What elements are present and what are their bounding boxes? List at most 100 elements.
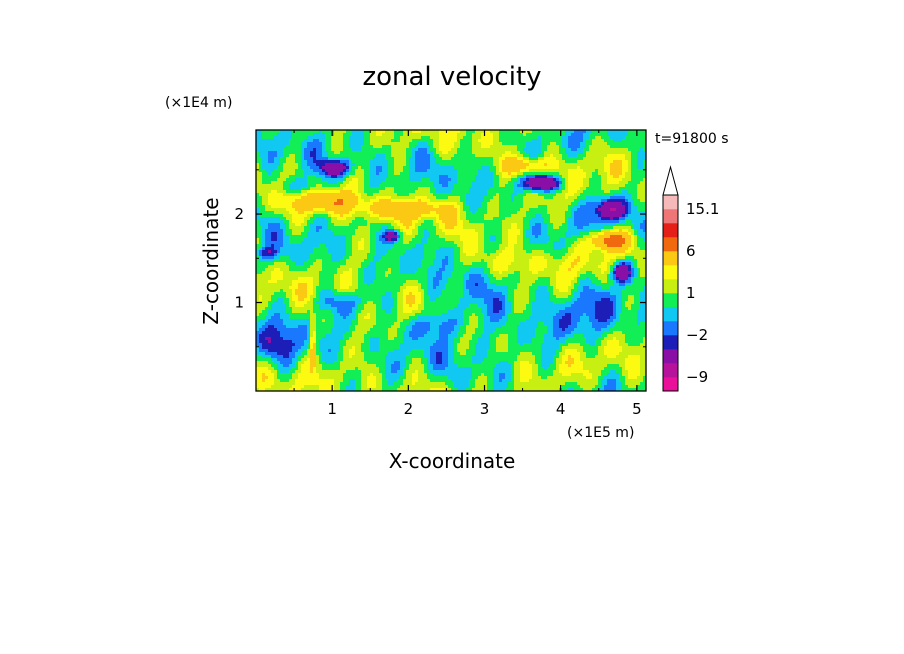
- contour-cell: [610, 229, 620, 233]
- contour-cell: [400, 325, 407, 329]
- contour-cell: [355, 163, 371, 167]
- contour-cell: [493, 304, 503, 308]
- contour-cell: [511, 262, 530, 266]
- contour-cell: [487, 205, 500, 209]
- contour-cell: [295, 157, 302, 161]
- contour-cell: [640, 358, 647, 362]
- contour-cell: [526, 232, 533, 236]
- contour-cell: [349, 139, 365, 143]
- contour-cell: [292, 361, 296, 365]
- contour-cell: [586, 313, 596, 317]
- contour-cell: [610, 286, 626, 290]
- contour-cell: [562, 316, 572, 320]
- contour-cell: [397, 301, 404, 305]
- contour-cell: [382, 166, 389, 170]
- contour-cell: [478, 340, 491, 344]
- contour-cell: [493, 196, 500, 200]
- contour-cell: [265, 208, 287, 212]
- contour-cell: [625, 208, 629, 212]
- contour-cell: [613, 331, 623, 335]
- contour-cell: [475, 385, 488, 389]
- contour-cell: [547, 262, 563, 266]
- contour-cell: [376, 238, 380, 242]
- contour-cell: [442, 277, 449, 281]
- contour-cell: [619, 280, 626, 284]
- contour-cell: [469, 346, 476, 350]
- contour-cell: [448, 376, 473, 380]
- contour-cell: [331, 142, 344, 146]
- contour-cell: [640, 148, 644, 152]
- contour-cell: [547, 328, 554, 332]
- colorbar-segment: [663, 265, 678, 280]
- contour-cell: [571, 265, 575, 269]
- contour-cell: [385, 154, 392, 158]
- contour-cell: [511, 175, 518, 179]
- contour-cell: [604, 385, 617, 389]
- contour-cell: [280, 316, 290, 320]
- contour-cell: [583, 178, 590, 182]
- contour-cell: [292, 136, 308, 140]
- contour-cell: [517, 238, 524, 242]
- contour-cell: [394, 160, 407, 164]
- contour-cell: [400, 346, 431, 350]
- contour-cell: [517, 283, 533, 287]
- contour-cell: [256, 166, 260, 170]
- contour-cell: [574, 250, 593, 254]
- contour-cell: [622, 307, 629, 311]
- contour-cell: [502, 271, 515, 275]
- contour-cell: [643, 238, 647, 242]
- contour-cell: [556, 349, 563, 353]
- contour-cell: [448, 352, 455, 356]
- contour-cell: [637, 265, 647, 269]
- contour-cell: [466, 283, 476, 287]
- contour-cell: [268, 226, 281, 230]
- contour-cell: [532, 313, 557, 317]
- contour-cell: [598, 232, 605, 236]
- contour-cell: [511, 193, 518, 197]
- contour-cell: [640, 355, 647, 359]
- contour-cell: [505, 184, 515, 188]
- contour-cell: [640, 226, 647, 230]
- contour-cell: [262, 376, 269, 380]
- contour-cell: [331, 304, 356, 308]
- contour-cell: [502, 325, 518, 329]
- contour-cell: [256, 367, 269, 371]
- contour-cell: [583, 334, 602, 338]
- contour-cell: [346, 169, 350, 173]
- contour-cell: [340, 172, 344, 176]
- contour-cell: [355, 367, 359, 371]
- contour-cell: [538, 136, 542, 140]
- contour-cell: [550, 214, 566, 218]
- contour-cell: [424, 253, 437, 257]
- contour-cell: [337, 355, 344, 359]
- contour-cell: [472, 358, 485, 362]
- contour-cell: [325, 175, 332, 179]
- contour-cell: [262, 199, 269, 203]
- contour-cell: [478, 235, 485, 239]
- contour-cell: [574, 388, 584, 392]
- contour-cell: [358, 286, 401, 290]
- contour-cell: [502, 175, 512, 179]
- contour-cell: [427, 271, 437, 275]
- contour-cell: [310, 253, 332, 257]
- contour-cell: [454, 145, 461, 149]
- contour-cell: [400, 376, 407, 380]
- contour-cell: [301, 223, 308, 227]
- contour-cell: [259, 298, 263, 302]
- contour-cell: [280, 289, 284, 293]
- contour-cell: [541, 349, 557, 353]
- contour-cell: [628, 376, 638, 380]
- contour-cell: [310, 325, 317, 329]
- contour-cell: [427, 196, 437, 200]
- contour-cell: [367, 313, 371, 317]
- contour-cell: [547, 367, 557, 371]
- contour-cell: [313, 220, 329, 224]
- contour-cell: [286, 208, 296, 212]
- contour-cell: [364, 133, 371, 137]
- contour-cell: [343, 175, 347, 179]
- contour-cell: [583, 367, 605, 371]
- contour-cell: [637, 151, 647, 155]
- contour-cell: [295, 370, 302, 374]
- contour-cell: [574, 277, 578, 281]
- contour-cell: [601, 211, 626, 215]
